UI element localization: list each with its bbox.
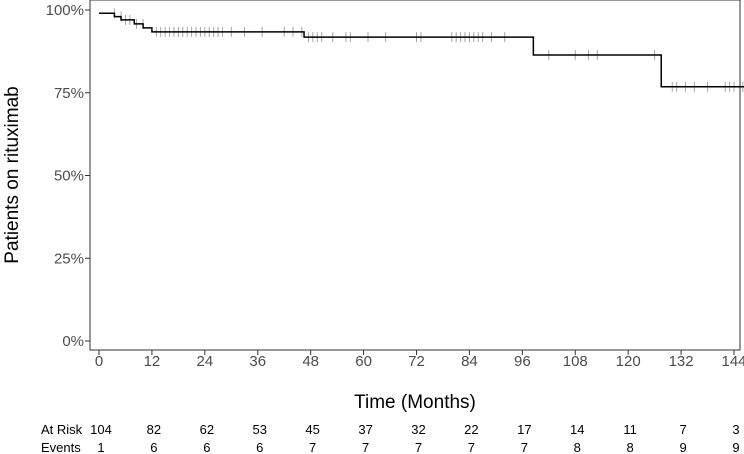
y-tick-label: 100%: [46, 2, 84, 19]
risk-value: 22: [464, 422, 478, 437]
risk-value: 7: [679, 422, 686, 437]
risk-table: At Risk 104 82 62 53 45 37 32 22 17 14 11 7 3 Events 1 6…: [41, 422, 740, 454]
risk-value: 11: [623, 422, 637, 437]
survival-curve-group: [99, 12, 744, 88]
y-axis-title: Patients on rituximab: [2, 86, 23, 263]
x-tick-label: 72: [408, 353, 425, 370]
y-tick-label: 25%: [54, 250, 84, 267]
x-tick-label: 0: [95, 353, 103, 370]
risk-value: 1: [97, 440, 104, 454]
risk-value: 9: [732, 440, 739, 454]
risk-value: 8: [574, 440, 581, 454]
risk-value: 3: [732, 422, 739, 437]
risk-row-label: At Risk: [41, 422, 83, 437]
risk-value: 6: [150, 440, 157, 454]
x-tick-label: 48: [302, 353, 319, 370]
risk-value: 32: [411, 422, 425, 437]
x-tick-label: 60: [355, 353, 372, 370]
y-tick-label: 50%: [54, 168, 84, 185]
risk-value: 7: [521, 440, 528, 454]
risk-value: 7: [468, 440, 475, 454]
risk-value: 45: [305, 422, 319, 437]
y-tick-label: 0%: [62, 333, 84, 350]
plot-panel: [89, 0, 741, 351]
axis-ticks: 0 12 24 36 48 60 72 84 96 108 120 132 144 0% 25% 50% 75%…: [46, 2, 744, 370]
x-tick-label: 132: [669, 353, 694, 370]
y-tick-label: 75%: [54, 85, 84, 102]
risk-value: 37: [358, 422, 372, 437]
x-tick-label: 96: [514, 353, 531, 370]
x-axis-title: Time (Months): [354, 392, 476, 413]
risk-value: 53: [253, 422, 267, 437]
risk-value: 104: [90, 422, 112, 437]
x-tick-label: 120: [616, 353, 641, 370]
risk-value: 9: [679, 440, 686, 454]
risk-value: 6: [256, 440, 263, 454]
survival-curve-line: [99, 12, 744, 88]
risk-value: 7: [362, 440, 369, 454]
risk-value: 14: [570, 422, 584, 437]
x-tick-label: 12: [144, 353, 161, 370]
x-tick-label: 84: [461, 353, 478, 370]
risk-row-label: Events: [41, 440, 81, 454]
risk-value: 8: [627, 440, 634, 454]
risk-value: 7: [309, 440, 316, 454]
risk-value: 17: [517, 422, 531, 437]
x-tick-label: 24: [196, 353, 213, 370]
risk-value: 82: [147, 422, 161, 437]
x-tick-label: 36: [249, 353, 266, 370]
risk-value: 62: [200, 422, 214, 437]
x-tick-label: 108: [563, 353, 588, 370]
risk-value: 7: [415, 440, 422, 454]
risk-value: 6: [203, 440, 210, 454]
x-tick-label: 144: [721, 353, 744, 370]
